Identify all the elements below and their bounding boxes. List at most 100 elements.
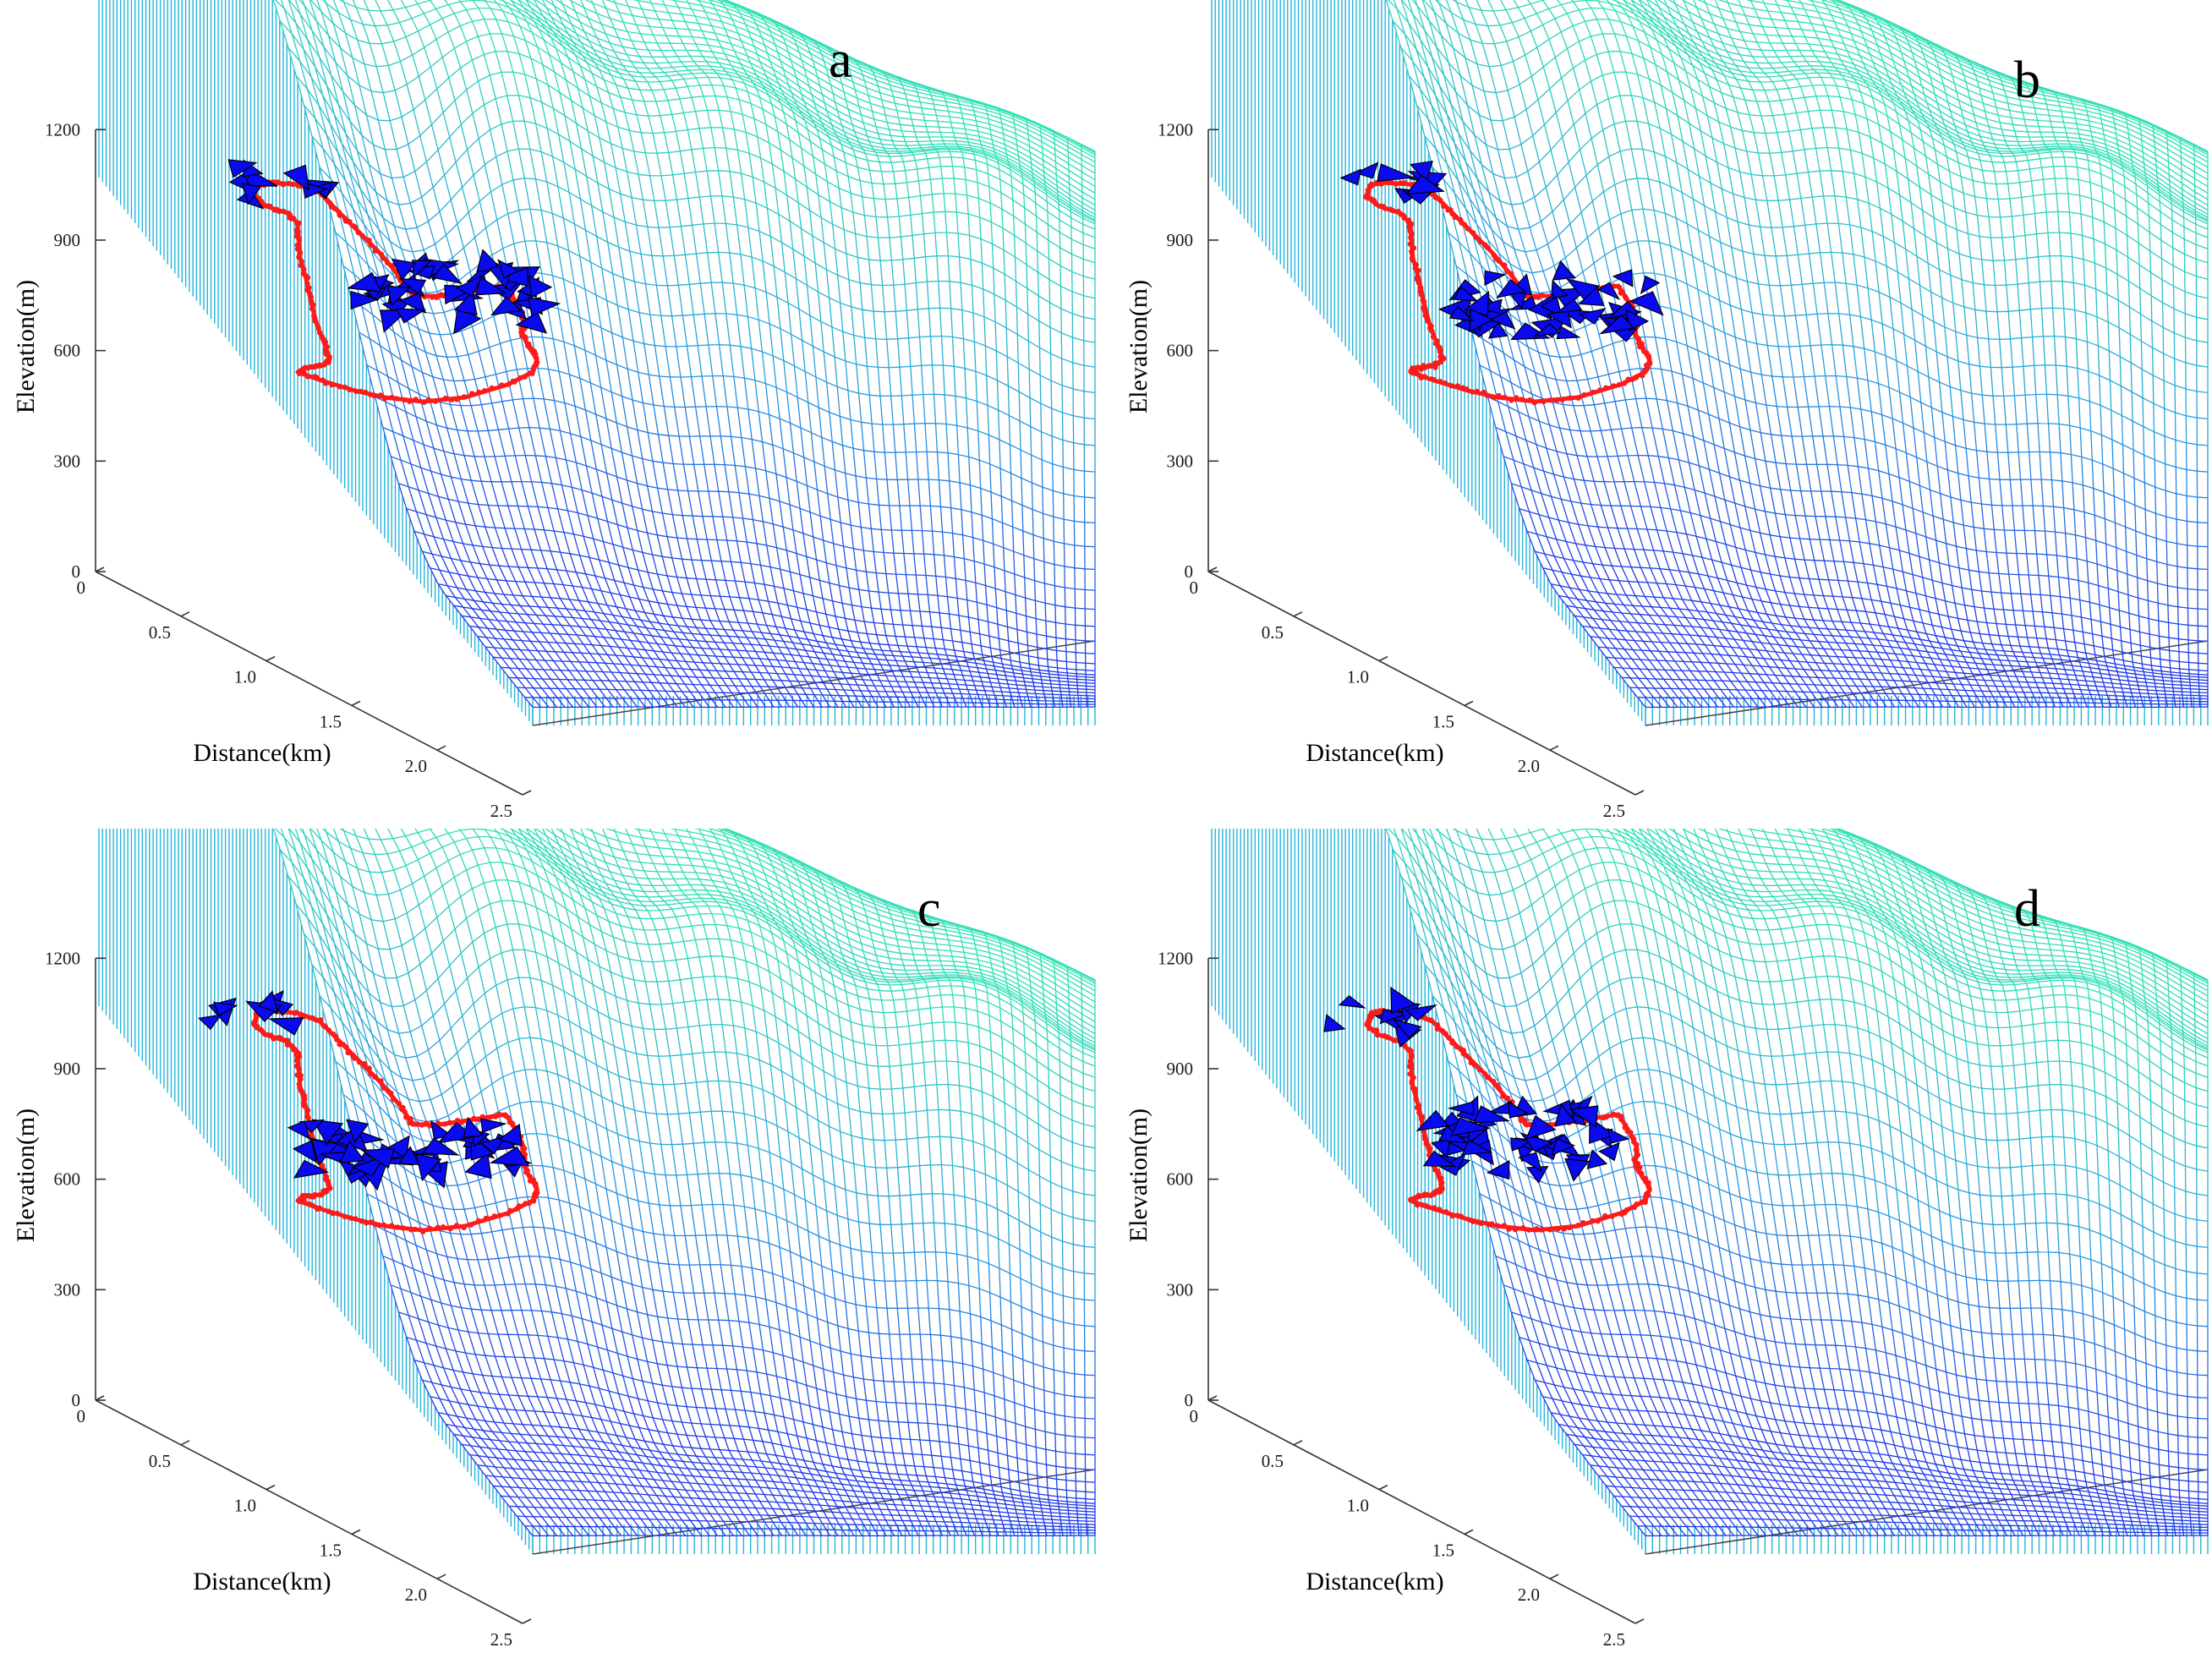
mesh-line xyxy=(435,39,443,58)
mesh-line xyxy=(1047,659,1058,661)
mesh-line xyxy=(1075,624,1086,627)
mesh-line xyxy=(1044,184,1059,195)
mesh-line xyxy=(437,583,446,596)
mesh-line xyxy=(989,129,1004,134)
mesh-line xyxy=(644,649,654,652)
mesh-line xyxy=(711,662,721,665)
mesh-line xyxy=(470,561,480,565)
mesh-line xyxy=(932,98,946,102)
mesh-line xyxy=(888,680,898,682)
mesh-line xyxy=(733,629,743,632)
mesh-line xyxy=(739,597,749,599)
mesh-line xyxy=(388,60,401,67)
mesh-line xyxy=(732,517,743,519)
mesh-line xyxy=(868,140,883,145)
mesh-line xyxy=(348,170,361,189)
mesh-line xyxy=(565,643,575,644)
mesh-line xyxy=(455,522,464,545)
mesh-line xyxy=(579,377,591,384)
mesh-line xyxy=(599,137,611,145)
mesh-line xyxy=(797,397,809,403)
mesh-line xyxy=(578,661,587,672)
mesh-line xyxy=(631,196,643,200)
mesh-line xyxy=(475,296,484,322)
mesh-line xyxy=(716,539,727,541)
mesh-line xyxy=(539,427,550,430)
mesh-line xyxy=(949,281,961,283)
mesh-line xyxy=(1058,674,1068,676)
mesh-line xyxy=(998,162,1011,171)
mesh-line xyxy=(543,529,551,551)
mesh-line xyxy=(844,131,857,138)
mesh-line xyxy=(411,366,420,395)
mesh-line xyxy=(961,692,970,695)
mesh-line xyxy=(298,60,312,78)
mesh-line xyxy=(1026,121,1041,129)
mesh-line xyxy=(484,98,496,106)
mesh-line xyxy=(873,118,888,123)
mesh-line xyxy=(424,47,431,68)
mesh-line xyxy=(988,672,997,676)
mesh-line xyxy=(1005,327,1018,336)
mesh-line xyxy=(857,684,867,687)
mesh-line xyxy=(740,346,752,349)
mesh-line xyxy=(899,214,911,217)
mesh-line xyxy=(549,53,561,63)
mesh-line xyxy=(614,27,628,33)
mesh-line xyxy=(432,174,446,188)
mesh-line xyxy=(974,685,983,687)
mesh-line xyxy=(617,681,625,691)
mesh-line xyxy=(764,181,776,189)
mesh-line xyxy=(283,8,297,24)
mesh-line xyxy=(600,644,610,648)
mesh-line xyxy=(751,256,764,262)
mesh-line xyxy=(405,229,413,253)
mesh-line xyxy=(584,79,598,88)
mesh-line xyxy=(658,602,668,605)
mesh-line xyxy=(563,651,573,654)
mesh-line xyxy=(822,635,833,638)
mesh-line xyxy=(377,120,386,151)
mesh-line xyxy=(534,622,544,625)
mesh-line xyxy=(361,134,370,165)
mesh-line xyxy=(443,308,456,314)
mesh-line xyxy=(413,440,424,446)
mesh-line xyxy=(864,621,874,624)
mesh-line xyxy=(969,234,982,240)
mesh-line xyxy=(1023,677,1033,680)
mesh-line xyxy=(1070,226,1084,234)
mesh-line xyxy=(466,588,476,592)
mesh-line xyxy=(319,57,328,86)
mesh-line xyxy=(470,616,480,619)
mesh-line xyxy=(1002,663,1012,666)
mesh-line xyxy=(652,132,665,134)
mesh-line xyxy=(411,13,424,19)
mesh-line xyxy=(901,84,917,90)
mesh-line xyxy=(720,595,731,598)
mesh-line xyxy=(959,665,969,668)
mesh-line xyxy=(912,233,924,237)
mesh-line xyxy=(1012,115,1027,123)
mesh-line xyxy=(528,649,538,652)
mesh-line xyxy=(1084,470,1096,473)
mesh-line xyxy=(970,631,980,635)
mesh-line xyxy=(1018,160,1032,169)
mesh-line xyxy=(1077,688,1087,690)
mesh-line xyxy=(998,678,1007,681)
mesh-line xyxy=(1026,264,1038,273)
mesh-line xyxy=(927,156,939,160)
mesh-line xyxy=(871,182,884,185)
mesh-line xyxy=(654,674,663,676)
mesh-line xyxy=(1016,684,1026,687)
mesh-line xyxy=(781,666,791,669)
mesh-line xyxy=(510,0,524,8)
mesh-line xyxy=(964,679,973,681)
mesh-line xyxy=(898,665,908,667)
mesh-line xyxy=(777,52,791,62)
mesh-line xyxy=(752,438,763,443)
mesh-line xyxy=(1081,197,1096,206)
mesh-line xyxy=(806,186,819,195)
mesh-line xyxy=(380,345,389,377)
mesh-line xyxy=(463,606,472,618)
mesh-line xyxy=(567,57,581,67)
